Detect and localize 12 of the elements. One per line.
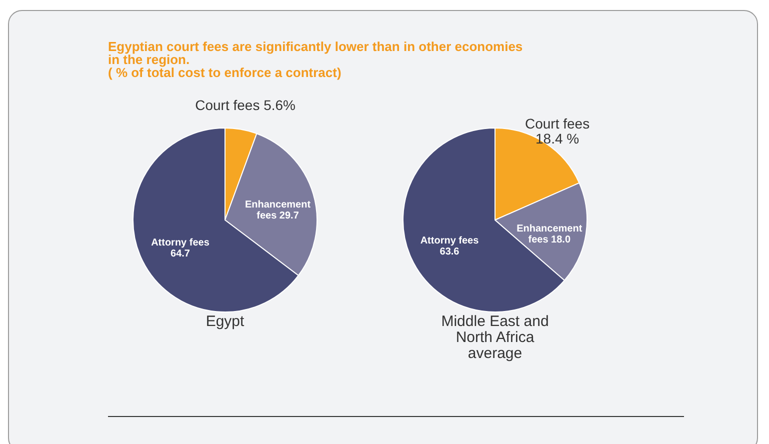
slice-label: Attorny fees	[420, 236, 480, 247]
text: Egypt	[206, 313, 246, 330]
slice-label: Enhancement fees 18.0	[516, 223, 583, 246]
data-label: 64.7	[170, 248, 190, 260]
data-label: 63.6	[440, 246, 460, 258]
slice-label: Attorny fees	[151, 237, 210, 248]
slice-label: Enhancement fees 29.7	[244, 199, 312, 222]
slice-label: Court fees	[524, 116, 590, 132]
chart-title: Egyptian court fees are significantly lower than in other economies in the region.	[108, 39, 524, 67]
text: Middle East and North Africa average	[441, 313, 549, 362]
slice-label: Court fees 5.6%	[195, 96, 296, 113]
data-label: 18.4 %	[535, 130, 580, 147]
